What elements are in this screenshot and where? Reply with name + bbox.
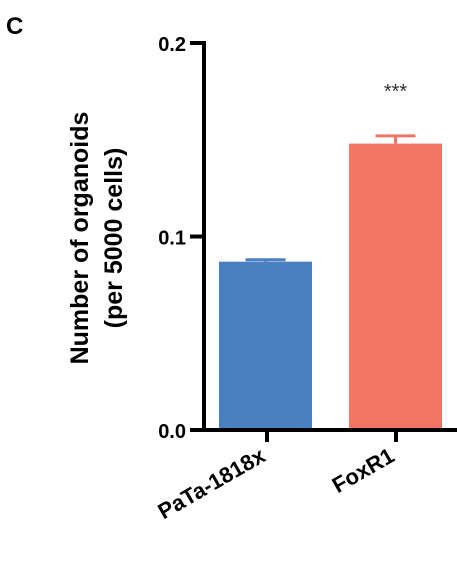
y-axis-title-line1: Number of organoids (66, 112, 94, 365)
x-tick-label-1: FoxR1 (328, 443, 399, 498)
y-tick-label-1: 0.1 (158, 228, 186, 250)
y-tick-label-0: 0.0 (158, 421, 186, 443)
plot-area: *** 0.0 0.1 0.2 PaTa-1818x FoxR1 (154, 34, 457, 524)
bar-1 (349, 143, 442, 430)
significance-label-1: *** (384, 81, 408, 103)
panel-label: C (6, 13, 23, 40)
y-axis-title-line2: (per 5000 cells) (100, 148, 128, 329)
x-tick-label-0: PaTa-1818x (154, 442, 271, 524)
y-tick-label-2: 0.2 (158, 34, 186, 56)
bar-0 (219, 261, 312, 430)
y-axis-title: Number of organoids (per 5000 cells) (66, 112, 128, 365)
